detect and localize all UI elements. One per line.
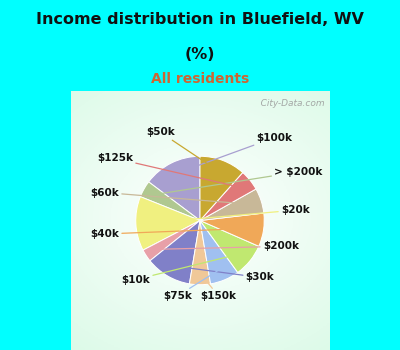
Wedge shape — [200, 213, 264, 246]
Wedge shape — [200, 173, 256, 220]
Wedge shape — [190, 220, 210, 285]
Wedge shape — [136, 197, 200, 250]
Text: City-Data.com: City-Data.com — [252, 99, 324, 108]
Text: $20k: $20k — [147, 205, 310, 223]
Text: $60k: $60k — [90, 188, 250, 204]
Wedge shape — [200, 156, 243, 220]
Text: $125k: $125k — [97, 153, 241, 188]
Text: $40k: $40k — [90, 228, 252, 239]
Wedge shape — [150, 220, 200, 284]
Text: $200k: $200k — [156, 241, 299, 251]
Text: $150k: $150k — [200, 273, 237, 301]
Text: $100k: $100k — [176, 133, 292, 173]
Text: > $200k: > $200k — [154, 167, 323, 195]
Wedge shape — [200, 220, 238, 284]
Wedge shape — [200, 220, 259, 272]
Wedge shape — [143, 220, 200, 261]
Wedge shape — [149, 156, 200, 220]
Text: $50k: $50k — [146, 127, 219, 171]
Wedge shape — [200, 189, 264, 220]
Text: All residents: All residents — [151, 72, 249, 86]
Text: $30k: $30k — [174, 266, 274, 282]
Text: Income distribution in Bluefield, WV: Income distribution in Bluefield, WV — [36, 12, 364, 27]
Wedge shape — [140, 182, 200, 220]
Text: (%): (%) — [185, 47, 215, 62]
Text: $75k: $75k — [163, 269, 220, 301]
Text: $10k: $10k — [121, 253, 241, 285]
